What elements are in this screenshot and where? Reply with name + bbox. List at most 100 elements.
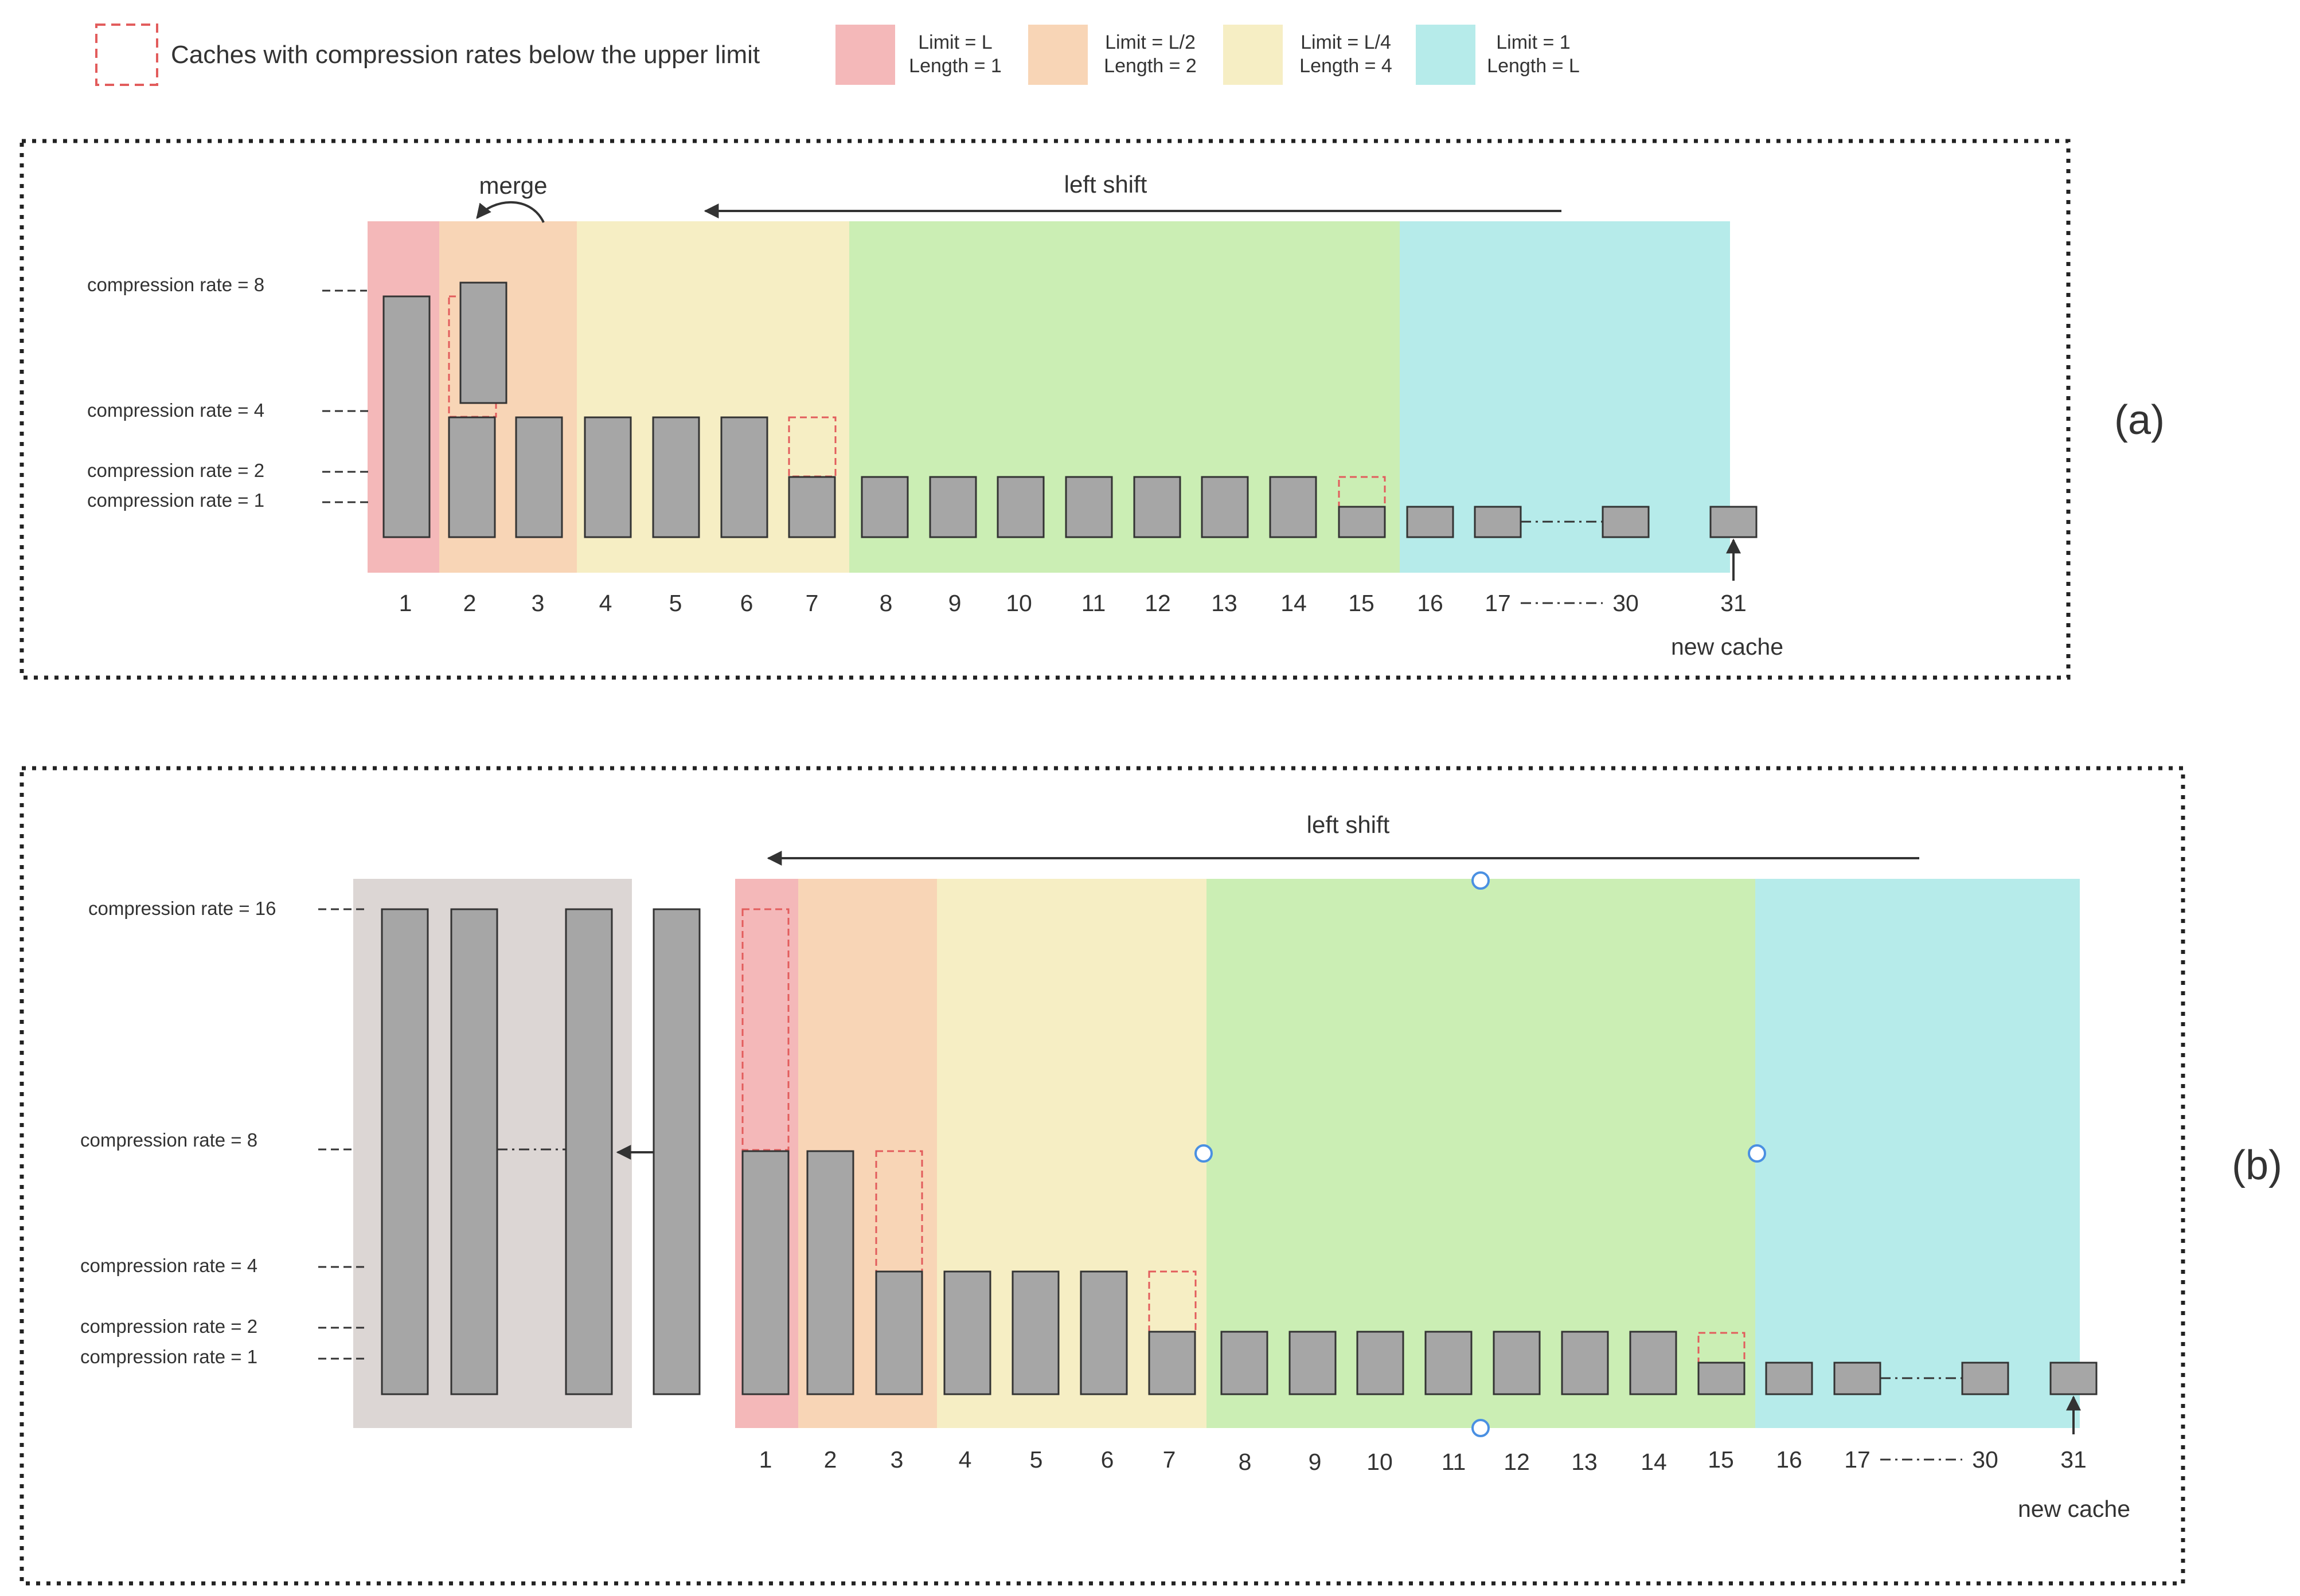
panel-a-bar-11 <box>1065 476 1113 538</box>
panel-b-zone-cyan <box>1755 879 2080 1428</box>
panel-b-bar-3 <box>875 1270 923 1395</box>
panel-a-bar-2 <box>448 416 496 538</box>
panel-a-bar-9 <box>929 476 977 538</box>
panel-a-zone-cyan <box>1400 221 1730 573</box>
panel-a-x-label-7: 7 <box>806 590 819 616</box>
panel-b-handle-top <box>1471 871 1490 890</box>
panel-a-x-label-13: 13 <box>1211 590 1237 616</box>
legend-swatch-cyan <box>1416 25 1475 85</box>
panel-b-x-label-3: 3 <box>891 1446 904 1473</box>
panel-b-handle-left <box>1194 1144 1213 1163</box>
panel-b-bar-6 <box>1080 1270 1128 1395</box>
panel-b-bar-10 <box>1356 1331 1404 1395</box>
panel-b-bar-30 <box>1961 1362 2009 1395</box>
legend-item-yellow: Limit = L/4 Length = 4 <box>1223 25 1392 85</box>
panel-a-rate-label-2: compression rate = 2 <box>87 460 264 481</box>
panel-b-x-label-2: 2 <box>824 1446 837 1473</box>
panel-b-bar-5 <box>1012 1270 1060 1395</box>
panel-b-evicted-bars <box>381 908 613 1395</box>
panel-a-bar-31 <box>1709 506 1758 538</box>
panel-b-handle-right <box>1748 1144 1766 1163</box>
panel-a-bars <box>382 281 1758 538</box>
panel-b-bar-15 <box>1697 1362 1745 1395</box>
panel-a-bar-17 <box>1474 506 1522 538</box>
panel-b-x-label-15: 15 <box>1708 1446 1734 1473</box>
panel-b-x-label-10: 10 <box>1366 1449 1393 1475</box>
panel-b-x-label-17: 17 <box>1844 1446 1871 1473</box>
panel-b-evicted-bar-2 <box>450 908 498 1395</box>
panel-b-bar-1 <box>741 1150 790 1395</box>
panel-a-rate-label-8: compression rate = 8 <box>87 274 264 295</box>
panel-b-x-label-9: 9 <box>1309 1449 1322 1475</box>
legend-item-red: Limit = L Length = 1 <box>835 25 1002 85</box>
legend-item-yellow-line2: Length = 4 <box>1299 55 1392 77</box>
legend-dashed-swatch <box>95 24 158 86</box>
legend-item-yellow-line1: Limit = L/4 <box>1301 32 1391 53</box>
panel-a-bar-13 <box>1201 476 1249 538</box>
legend-swatch-orange <box>1028 25 1088 85</box>
panel-a-x-labels: 1 2 3 4 5 6 7 8 9 10 11 12 13 14 15 16 1… <box>399 590 1747 616</box>
panel-a-x-label-6: 6 <box>740 590 753 616</box>
panel-a-x-label-17: 17 <box>1485 590 1511 616</box>
panel-b-rate-label-4: compression rate = 4 <box>80 1255 257 1276</box>
panel-b: compression rate = 1 6 compression rate =… <box>19 766 2282 1586</box>
legend-dashed-label: Caches with compression rates below the … <box>171 41 760 69</box>
panel-a-x-label-10: 10 <box>1006 590 1032 616</box>
panel-b-bar-31 <box>2049 1362 2098 1395</box>
panel-a-x-label-30: 30 <box>1612 590 1639 616</box>
panel-a-x-label-15: 15 <box>1348 590 1374 616</box>
panel-b-bar-4 <box>943 1270 991 1395</box>
panel-b-bar-14 <box>1629 1331 1677 1395</box>
panel-a-bar-8 <box>861 476 909 538</box>
panel-a-merge-label: merge <box>479 172 547 199</box>
panel-b-x-labels: 1 2 3 4 5 6 7 8 9 10 11 12 13 14 15 16 1… <box>759 1446 2087 1475</box>
panel-b-x-label-11: 11 <box>1442 1449 1466 1475</box>
panel-b-x-label-16: 16 <box>1776 1446 1802 1473</box>
panel-b-rate-label-1: compression rate = 1 <box>80 1346 257 1367</box>
panel-a-rate-label-1: compression rate = 1 <box>87 490 264 511</box>
panel-a-x-label-3: 3 <box>532 590 545 616</box>
panel-a-x-label-31: 31 <box>1720 590 1747 616</box>
panel-a-left-shift-label: left shift <box>1064 171 1147 198</box>
panel-b-x-label-31: 31 <box>2060 1446 2087 1473</box>
panel-a-below-limit-outline-7 <box>788 416 837 478</box>
legend-item-cyan-line2: Length = L <box>1487 55 1580 77</box>
panel-b-new-cache-label: new cache <box>2018 1496 2130 1522</box>
panel-b-x-label-14: 14 <box>1641 1449 1667 1475</box>
panel-b-below-limit-outline-7 <box>1148 1270 1197 1333</box>
panel-b-x-label-4: 4 <box>959 1446 972 1473</box>
panel-b-below-limit-outline-1 <box>741 908 790 1151</box>
panel-a-x-label-8: 8 <box>880 590 893 616</box>
panel-a-bar-30 <box>1602 506 1650 538</box>
panel-a-x-label-4: 4 <box>599 590 612 616</box>
panel-a-rate-label-4: compression rate = 4 <box>87 400 264 421</box>
panel-b-left-shift-label: left shift <box>1307 811 1390 838</box>
panel-a-bar-15 <box>1338 506 1386 538</box>
panel-b-bar-9 <box>1288 1331 1337 1395</box>
legend-item-cyan-line1: Limit = 1 <box>1496 32 1570 53</box>
panel-a-bar-4 <box>584 416 632 538</box>
panel-a-bar-14 <box>1269 476 1317 538</box>
panel-b-x-label-12: 12 <box>1504 1449 1530 1475</box>
panel-b-bars <box>741 1150 2098 1395</box>
panel-b-bar-13 <box>1561 1331 1609 1395</box>
legend-item-cyan: Limit = 1 Length = L <box>1416 25 1580 85</box>
panel-b-frame <box>19 766 2185 1586</box>
panel-a: compression rate = 8 compression rate = … <box>19 139 2165 680</box>
panel-a-x-label-1: 1 <box>399 590 412 616</box>
panel-a-merge-arrow <box>476 201 545 223</box>
panel-a-frame <box>19 139 2071 680</box>
panel-b-bar-2 <box>806 1150 854 1395</box>
panel-a-label: (a) <box>2114 397 2165 443</box>
legend-swatch-yellow <box>1223 25 1283 85</box>
legend-item-red-line1: Limit = L <box>918 32 992 53</box>
panel-b-x-label-6: 6 <box>1101 1446 1114 1473</box>
panel-a-x-label-11: 11 <box>1081 590 1106 616</box>
panel-b-x-label-8: 8 <box>1239 1449 1252 1475</box>
legend-item-red-line2: Length = 1 <box>909 55 1002 77</box>
panel-b-x-label-13: 13 <box>1571 1449 1598 1475</box>
legend-item-orange-line2: Length = 2 <box>1104 55 1197 77</box>
panel-b-bar-12 <box>1493 1331 1541 1395</box>
panel-b-x-label-5: 5 <box>1030 1446 1043 1473</box>
